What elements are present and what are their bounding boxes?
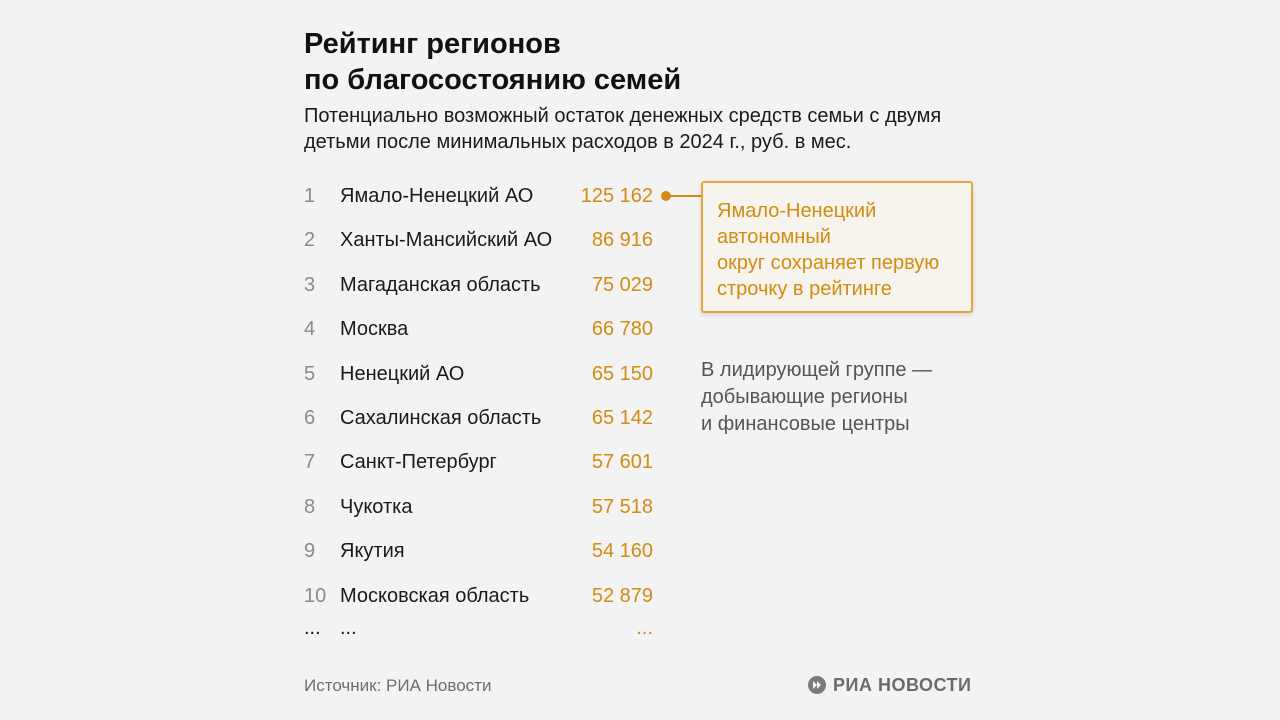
- logo-text: РИА НОВОСТИ: [833, 674, 972, 695]
- rank-label: 8: [304, 495, 316, 518]
- value-label: 57 601: [591, 451, 653, 474]
- table-row: 10 Московская область 52 879: [0, 581, 700, 611]
- chart-subtitle: Потенциально возможный остаток денежных …: [304, 103, 1004, 155]
- value-label: 65 142: [591, 407, 653, 429]
- note-line-3: и финансовые центры: [701, 413, 910, 435]
- rank-label: 2: [304, 229, 316, 252]
- callout-line-2: автономный: [717, 226, 831, 248]
- table-row: 4 Москва 66 780: [0, 314, 700, 344]
- region-label: Ненецкий АО: [340, 362, 465, 385]
- rank-label: 1: [304, 185, 316, 207]
- region-label: Санкт-Петербург: [340, 451, 497, 474]
- source-caption: Источник: РИА Новости: [304, 676, 492, 695]
- chart-title: Рейтинг регионов по благосостоянию семей: [304, 26, 681, 98]
- value-label: 125 162: [580, 185, 653, 207]
- value-label: 75 029: [591, 273, 653, 296]
- table-row: 9 Якутия 54 160: [0, 536, 700, 566]
- title-line-2: по благосостоянию семей: [304, 64, 682, 96]
- value-label: 65 150: [591, 362, 653, 385]
- rank-label: 3: [304, 273, 316, 296]
- table-row: 3 Магаданская область 75 029: [0, 270, 700, 300]
- table-row: 1 Ямало-Ненецкий АО 125 162: [0, 181, 700, 211]
- continuation-region: ...: [340, 617, 357, 639]
- callout-box: Ямало-Ненецкий автономный округ сохраняе…: [701, 181, 973, 313]
- table-row: 2 Ханты-Мансийский АО 86 916: [0, 225, 700, 255]
- callout-line-4: строчку в рейтинге: [717, 278, 892, 300]
- region-label: Якутия: [340, 540, 405, 563]
- subtitle-line-2: детьми после минимальных расходов в 2024…: [304, 131, 852, 153]
- ranking-continuation-row: ... ... ...: [0, 613, 700, 643]
- callout-connector-dot: [661, 191, 671, 201]
- callout-line-3: округ сохраняет первую: [717, 252, 940, 274]
- table-row: 7 Санкт-Петербург 57 601: [0, 447, 700, 477]
- region-label: Чукотка: [340, 495, 413, 518]
- callout-connector-line: [666, 195, 702, 197]
- value-label: 86 916: [591, 229, 653, 252]
- value-label: 66 780: [591, 318, 653, 341]
- region-label: Магаданская область: [340, 273, 541, 296]
- region-label: Московская область: [340, 584, 530, 607]
- annotation-note: В лидирующей группе — добывающие регионы…: [701, 357, 981, 438]
- continuation-rank: ...: [304, 617, 321, 639]
- rank-label: 7: [304, 451, 316, 474]
- region-label: Москва: [340, 318, 409, 341]
- rank-label: 5: [304, 362, 316, 385]
- callout-line-1: Ямало-Ненецкий: [717, 200, 877, 222]
- ria-logo-icon: [808, 676, 826, 694]
- table-row: 6 Сахалинская область 65 142: [0, 403, 700, 433]
- note-line-1: В лидирующей группе —: [701, 359, 933, 381]
- region-label: Ханты-Мансийский АО: [340, 229, 553, 252]
- ria-novosti-logo: РИА НОВОСТИ: [807, 672, 971, 698]
- region-label: Ямало-Ненецкий АО: [340, 185, 534, 207]
- rank-label: 10: [304, 584, 327, 607]
- title-line-1: Рейтинг регионов: [304, 28, 561, 60]
- value-label: 54 160: [591, 540, 653, 563]
- region-label: Сахалинская область: [340, 407, 542, 429]
- note-line-2: добывающие регионы: [701, 386, 908, 408]
- subtitle-line-1: Потенциально возможный остаток денежных …: [304, 105, 942, 127]
- value-label: 57 518: [591, 495, 653, 518]
- rank-label: 4: [304, 318, 316, 341]
- value-label: 52 879: [591, 584, 653, 607]
- rank-label: 6: [304, 407, 316, 429]
- rank-label: 9: [304, 540, 316, 563]
- table-row: 8 Чукотка 57 518: [0, 492, 700, 522]
- continuation-value: ...: [636, 617, 653, 639]
- table-row: 5 Ненецкий АО 65 150: [0, 359, 700, 389]
